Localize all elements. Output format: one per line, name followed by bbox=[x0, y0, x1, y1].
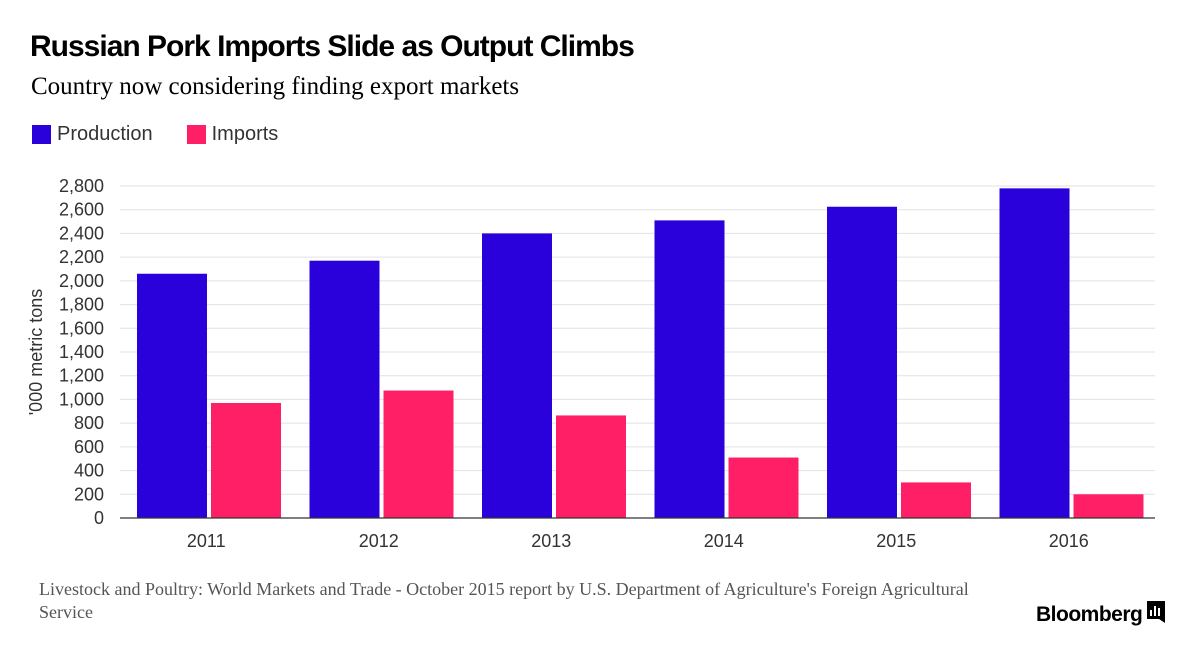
legend-label-imports: Imports bbox=[211, 123, 279, 145]
bar-imports-2013 bbox=[556, 415, 626, 518]
bar-imports-2011 bbox=[211, 402, 281, 518]
legend-item-production: Production bbox=[32, 123, 153, 146]
y-tick-label: 1,000 bbox=[59, 389, 104, 409]
bar-production-2013 bbox=[482, 233, 552, 518]
x-tick-label: 2015 bbox=[876, 531, 916, 551]
bar-production-2015 bbox=[827, 206, 897, 518]
brand-name: Bloomberg bbox=[1036, 603, 1143, 626]
legend-item-imports: Imports bbox=[186, 123, 279, 146]
y-tick-label: 0 bbox=[94, 508, 104, 528]
x-tick-label: 2016 bbox=[1049, 531, 1089, 551]
source-note: Livestock and Poultry: World Markets and… bbox=[39, 579, 969, 622]
y-tick-label: 2,800 bbox=[59, 176, 104, 196]
y-tick-label: 2,200 bbox=[59, 247, 104, 267]
bar-production-2011 bbox=[137, 273, 207, 518]
y-tick-label: 2,000 bbox=[59, 271, 104, 291]
y-tick-label: 800 bbox=[74, 413, 104, 433]
bar-production-2014 bbox=[654, 220, 725, 518]
y-tick-label: 1,800 bbox=[59, 295, 104, 315]
y-tick-label: 2,600 bbox=[59, 200, 104, 220]
chart-title: Russian Pork Imports Slide as Output Cli… bbox=[30, 30, 635, 63]
bar-imports-2016 bbox=[1073, 494, 1144, 518]
x-tick-label: 2012 bbox=[359, 531, 399, 551]
bar-production-2016 bbox=[999, 188, 1070, 518]
y-axis-label: '000 metric tons bbox=[26, 289, 46, 416]
chart-subtitle: Country now considering finding export m… bbox=[31, 73, 520, 100]
x-tick-label: 2011 bbox=[187, 531, 226, 551]
legend: Production Imports bbox=[32, 123, 312, 146]
bloomberg-logo: Bloomberg bbox=[1036, 601, 1166, 629]
x-tick-label: 2014 bbox=[704, 531, 744, 551]
bar-imports-2012 bbox=[383, 390, 454, 518]
legend-swatch-imports bbox=[186, 125, 206, 144]
bloomberg-terminal-icon bbox=[1147, 601, 1166, 629]
bar-production-2012 bbox=[309, 260, 380, 518]
y-tick-label: 600 bbox=[74, 437, 104, 457]
legend-swatch-production bbox=[32, 125, 51, 144]
y-tick-label: 2,400 bbox=[59, 223, 104, 243]
y-tick-label: 1,200 bbox=[59, 366, 104, 386]
y-tick-label: 400 bbox=[74, 461, 104, 481]
x-tick-label: 2013 bbox=[531, 531, 571, 551]
bar-imports-2015 bbox=[901, 482, 971, 518]
y-tick-label: 200 bbox=[74, 484, 104, 504]
y-tick-label: 1,600 bbox=[59, 318, 104, 338]
legend-label-production: Production bbox=[57, 123, 153, 145]
bar-imports-2014 bbox=[728, 457, 799, 518]
y-tick-label: 1,400 bbox=[59, 342, 104, 362]
